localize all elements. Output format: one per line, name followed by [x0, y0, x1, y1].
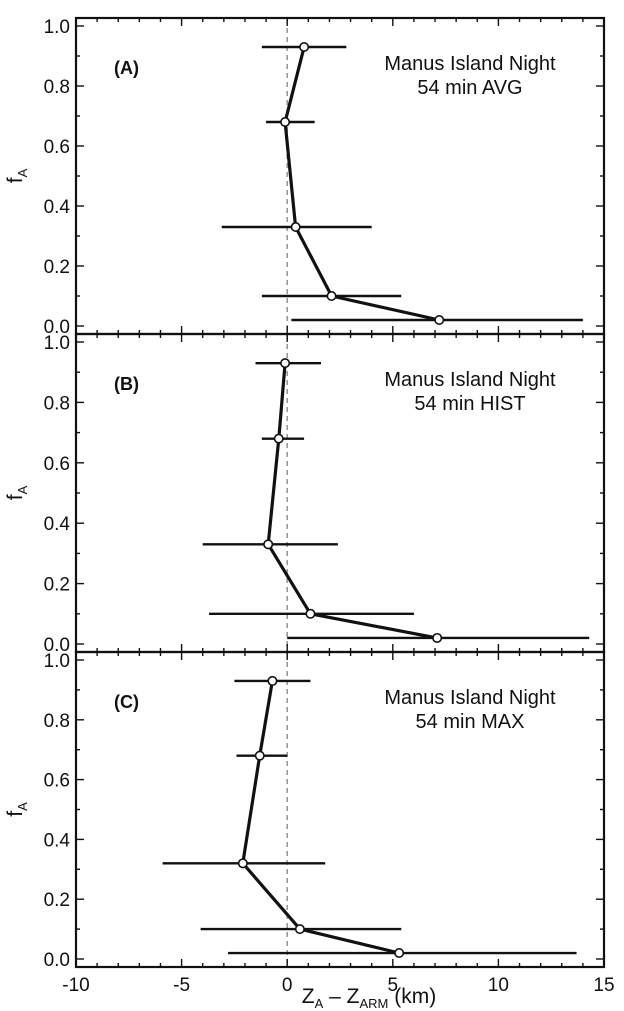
- y-tick-label: 0.0: [44, 635, 70, 656]
- data-point-marker: [305, 608, 316, 619]
- panel-note-line2: 54 min MAX: [416, 711, 525, 733]
- profile-line: [266, 362, 438, 640]
- x-tick-label: 15: [593, 975, 614, 996]
- data-point-marker: [237, 858, 248, 869]
- x-axis-label: ZA – ZARM (km): [302, 985, 436, 1011]
- y-tick-label: 0.0: [44, 317, 70, 338]
- y-tick-label: 0.4: [44, 514, 71, 535]
- y-tick-label: 1.0: [44, 17, 70, 38]
- y-tick-label: 0.2: [44, 890, 70, 911]
- panel-note-line1: Manus Island Night: [384, 369, 556, 391]
- panel-note-line1: Manus Island Night: [384, 53, 556, 75]
- x-tick-label: -10: [62, 975, 89, 996]
- panel-letter: (C): [114, 692, 139, 712]
- data-point-marker: [432, 632, 443, 643]
- panel-letter: (A): [114, 58, 139, 78]
- panel-note-line2: 54 min HIST: [414, 393, 525, 415]
- x-tick-label: -5: [173, 975, 190, 996]
- data-point-marker: [299, 41, 310, 52]
- panels-layer: 0.0 0.2 0.4 0.6 0.8 1.0 fA (A) Manus Island Nigh…: [4, 16, 615, 996]
- y-axis-label: fA: [4, 485, 30, 500]
- y-tick-label: 0.8: [44, 711, 70, 732]
- y-tick-label: 0.2: [44, 257, 70, 278]
- data-point-marker: [267, 675, 278, 686]
- profile-line: [241, 680, 400, 955]
- data-point-marker: [273, 433, 284, 444]
- data-point-marker: [434, 314, 445, 325]
- y-tick-label: 1.0: [44, 651, 70, 672]
- x-tick-label: 0: [282, 975, 293, 996]
- y-tick-label: 0.6: [44, 771, 70, 792]
- y-tick-label: 0.6: [44, 137, 70, 158]
- data-point-marker: [280, 117, 291, 128]
- profile-line: [283, 46, 440, 322]
- data-point-marker: [394, 948, 405, 959]
- y-tick-label: 0.6: [44, 454, 70, 475]
- x-tick-label: 10: [488, 975, 509, 996]
- panel-c: 0.0 0.2 0.4 0.6 0.8 1.0 -10 -5 0 5 10 15 fA (C) Manus …: [4, 650, 615, 996]
- panel-b: 0.0 0.2 0.4 0.6 0.8 1.0 fA (B) Manus Island Nigh…: [4, 332, 606, 656]
- y-tick-label: 0.0: [44, 950, 70, 971]
- panel-a: 0.0 0.2 0.4 0.6 0.8 1.0 fA (A) Manus Island Nigh…: [4, 16, 606, 338]
- data-point-marker: [290, 222, 301, 233]
- y-tick-label: 0.8: [44, 77, 70, 98]
- data-point-marker: [280, 358, 291, 369]
- data-point-marker: [254, 750, 265, 761]
- y-tick-label: 0.8: [44, 393, 70, 414]
- y-tick-label: 0.4: [44, 197, 71, 218]
- panel-note-line1: Manus Island Night: [384, 687, 556, 709]
- data-point-marker: [263, 539, 274, 550]
- data-point-marker: [294, 924, 305, 935]
- data-point-marker: [326, 290, 337, 301]
- y-tick-label: 1.0: [44, 333, 70, 354]
- panel-letter: (B): [114, 374, 139, 394]
- y-axis-label: fA: [4, 802, 30, 817]
- panel-note-line2: 54 min AVG: [417, 77, 522, 99]
- y-tick-label: 0.2: [44, 575, 70, 596]
- y-axis-label: fA: [4, 168, 30, 183]
- y-tick-label: 0.4: [44, 830, 71, 851]
- x-tick-label: 5: [388, 975, 399, 996]
